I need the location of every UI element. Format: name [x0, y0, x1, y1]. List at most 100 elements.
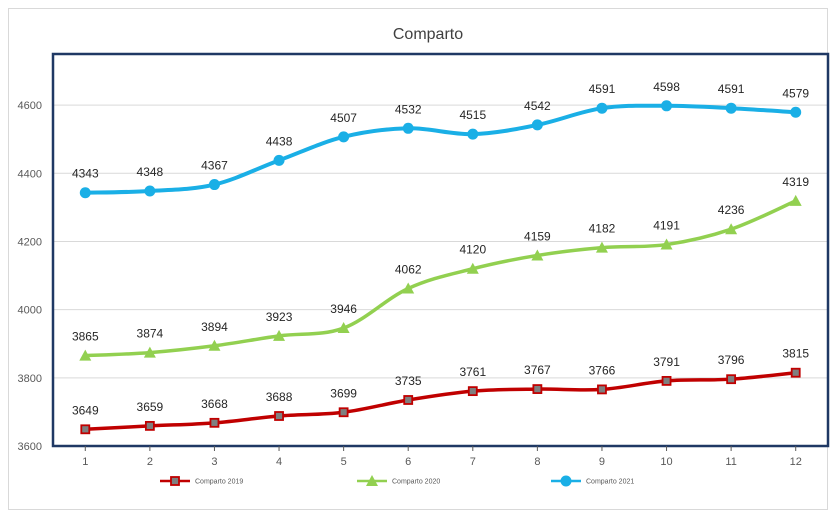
data-point: [725, 102, 737, 114]
x-tick-label: 6: [405, 456, 411, 468]
legend: Comparto 2019 Comparto 2020 Comparto 2021: [160, 475, 634, 487]
legend-marker: [170, 476, 180, 486]
data-point: [273, 154, 285, 166]
data-point: [661, 375, 672, 386]
legend-marker: [560, 475, 572, 487]
data-point: [789, 194, 802, 206]
data-point: [274, 411, 284, 421]
data-point: [790, 367, 801, 378]
data-label: 4532: [395, 102, 422, 116]
data-point: [531, 119, 543, 131]
data-label: 4515: [459, 108, 486, 122]
data-point: [144, 185, 156, 197]
data-labels: 3649 3659 3668 3688 3699 3735 3761 3767 3766 3791…: [72, 80, 809, 417]
data-point: [208, 339, 221, 351]
data-point: [596, 102, 608, 114]
legend-marker: [366, 475, 378, 486]
data-label: 3699: [330, 386, 357, 400]
series-line-comparto-2019: [85, 370, 796, 432]
series-layer: [79, 100, 802, 435]
x-tick-label: 7: [470, 456, 476, 468]
data-point: [79, 349, 92, 361]
data-point: [660, 238, 673, 250]
data-label: 3923: [266, 310, 293, 324]
y-tick-label: 4200: [18, 236, 42, 248]
data-label: 4319: [782, 175, 809, 189]
data-point: [726, 374, 737, 385]
data-point: [144, 420, 155, 431]
data-point: [273, 329, 286, 341]
data-point: [209, 417, 220, 428]
series-line-comparto-2020: [85, 199, 797, 358]
data-label: 4191: [653, 219, 680, 233]
series-line-comparto-2021: [85, 103, 796, 195]
data-point: [79, 187, 91, 199]
data-label: 3946: [330, 302, 357, 316]
data-label: 3874: [137, 327, 164, 341]
legend-label: Comparto 2021: [586, 479, 634, 486]
data-point: [337, 322, 350, 334]
data-point: [790, 106, 802, 118]
y-tick-label: 3600: [18, 441, 42, 453]
y-tick-label: 4000: [18, 305, 42, 317]
plot-area-border: [51, 52, 830, 448]
data-label: 3735: [395, 374, 422, 388]
data-label: 3894: [201, 320, 228, 334]
x-tick-label: 4: [276, 456, 282, 468]
data-point: [531, 249, 544, 261]
legend-label: Comparto 2020: [392, 479, 440, 486]
x-tick-label: 9: [599, 456, 605, 468]
x-tick-label: 2: [147, 456, 153, 468]
data-point: [338, 131, 350, 143]
data-label: 4542: [524, 99, 551, 113]
data-label: 3767: [524, 363, 551, 377]
data-label: 4343: [72, 167, 99, 181]
x-tick-label: 10: [660, 456, 672, 468]
y-tick-label: 4400: [18, 168, 42, 180]
x-tick-label: 12: [790, 456, 802, 468]
x-tick-label: 11: [725, 456, 736, 468]
data-point: [338, 407, 349, 418]
legend-label: Comparto 2019: [195, 479, 243, 486]
data-point: [403, 395, 414, 405]
data-label: 4182: [589, 222, 616, 236]
data-point: [467, 128, 479, 140]
data-label: 4579: [782, 86, 809, 100]
data-label: 3761: [459, 365, 486, 379]
data-point: [597, 384, 607, 395]
x-tick-label: 8: [534, 456, 540, 468]
data-point: [80, 424, 91, 435]
data-label: 3815: [782, 347, 809, 361]
chart-title: Comparto: [393, 26, 463, 43]
data-label: 3688: [266, 390, 293, 404]
data-point: [466, 262, 479, 274]
data-label: 4598: [653, 80, 680, 94]
data-label: 3766: [589, 363, 616, 377]
gridlines: [53, 104, 828, 379]
data-point: [143, 346, 156, 358]
data-label: 4120: [459, 243, 486, 257]
data-label: 4159: [524, 229, 551, 243]
data-label: 4348: [137, 165, 164, 179]
data-point: [661, 100, 673, 112]
data-label: 4367: [201, 159, 228, 173]
y-tick-label: 4600: [18, 100, 42, 112]
data-point: [402, 282, 415, 294]
data-label: 3659: [137, 400, 164, 414]
data-point: [532, 384, 543, 394]
data-label: 3668: [201, 397, 228, 411]
data-label: 3865: [72, 330, 99, 344]
data-label: 4591: [589, 82, 616, 96]
y-tick-label: 3800: [18, 373, 42, 385]
x-tick-label: 5: [341, 456, 347, 468]
data-label: 4236: [718, 203, 745, 217]
data-label: 4062: [395, 263, 422, 277]
data-point: [467, 386, 478, 397]
data-point: [208, 179, 220, 191]
x-tick-label: 1: [82, 456, 88, 468]
data-label: 4507: [330, 111, 357, 125]
data-label: 4438: [266, 134, 293, 148]
data-label: 3649: [72, 403, 99, 417]
